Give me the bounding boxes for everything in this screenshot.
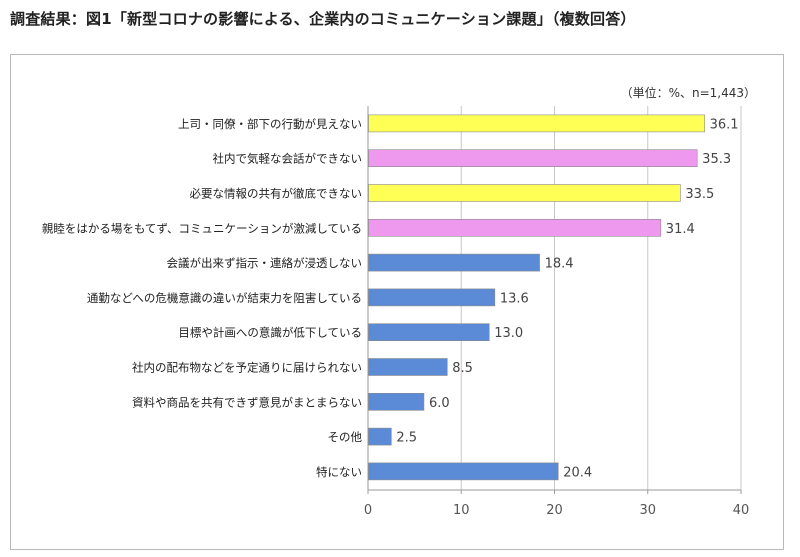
x-tick-label-40: 40 — [733, 503, 750, 518]
bar-10 — [368, 462, 559, 481]
category-label-9: その他 — [328, 430, 363, 444]
value-label-6: 13.0 — [494, 326, 523, 341]
unit-note: （単位：%、n=1,443） — [620, 86, 756, 100]
bar-1 — [368, 149, 698, 167]
x-tick-label-30: 30 — [639, 503, 656, 518]
value-label-10: 20.4 — [563, 465, 592, 480]
bar-3 — [368, 219, 662, 237]
value-label-2: 33.5 — [685, 187, 714, 202]
bar-6 — [368, 323, 490, 342]
value-label-8: 6.0 — [429, 396, 450, 411]
value-label-4: 18.4 — [545, 257, 574, 272]
value-label-0: 36.1 — [710, 117, 739, 132]
bar-8 — [368, 392, 425, 411]
bar-0 — [368, 114, 705, 133]
category-label-10: 特にない — [316, 465, 362, 479]
category-label-3: 親睦をはかる場をもてず、コミュニケーションが激減している — [42, 221, 362, 235]
category-label-6: 目標や計画への意識が低下している — [178, 326, 362, 340]
value-label-1: 35.3 — [702, 152, 731, 167]
bar-4 — [368, 253, 540, 272]
category-label-7: 社内の配布物などを予定通りに届けられない — [132, 361, 362, 375]
page-title: 調査結果：図1「新型コロナの影響による、企業内のコミュニケーション課題」（複数回… — [10, 10, 636, 28]
value-label-7: 8.5 — [452, 361, 473, 376]
category-label-1: 社内で気軽な会話ができない — [213, 152, 363, 166]
category-label-2: 必要な情報の共有が徹底できない — [190, 187, 363, 201]
bar-2 — [368, 184, 681, 202]
bar-7 — [368, 358, 448, 376]
x-tick-label-20: 20 — [546, 503, 563, 518]
bar-5 — [368, 288, 496, 307]
bar-9 — [368, 427, 392, 446]
value-label-9: 2.5 — [396, 431, 417, 446]
x-tick-label-0: 0 — [364, 503, 372, 518]
category-label-0: 上司・同僚・部下の行動が見えない — [178, 117, 362, 131]
category-label-8: 資料や商品を共有できず意見がまとまらない — [132, 395, 362, 409]
value-label-3: 31.4 — [666, 222, 695, 237]
category-label-5: 通勤などへの危機意識の違いが結束力を阻害している — [87, 291, 362, 305]
value-label-5: 13.6 — [500, 291, 529, 306]
category-label-4: 会議が出来ず指示・連絡が浸透しない — [167, 256, 363, 270]
x-tick-label-10: 10 — [453, 503, 470, 518]
